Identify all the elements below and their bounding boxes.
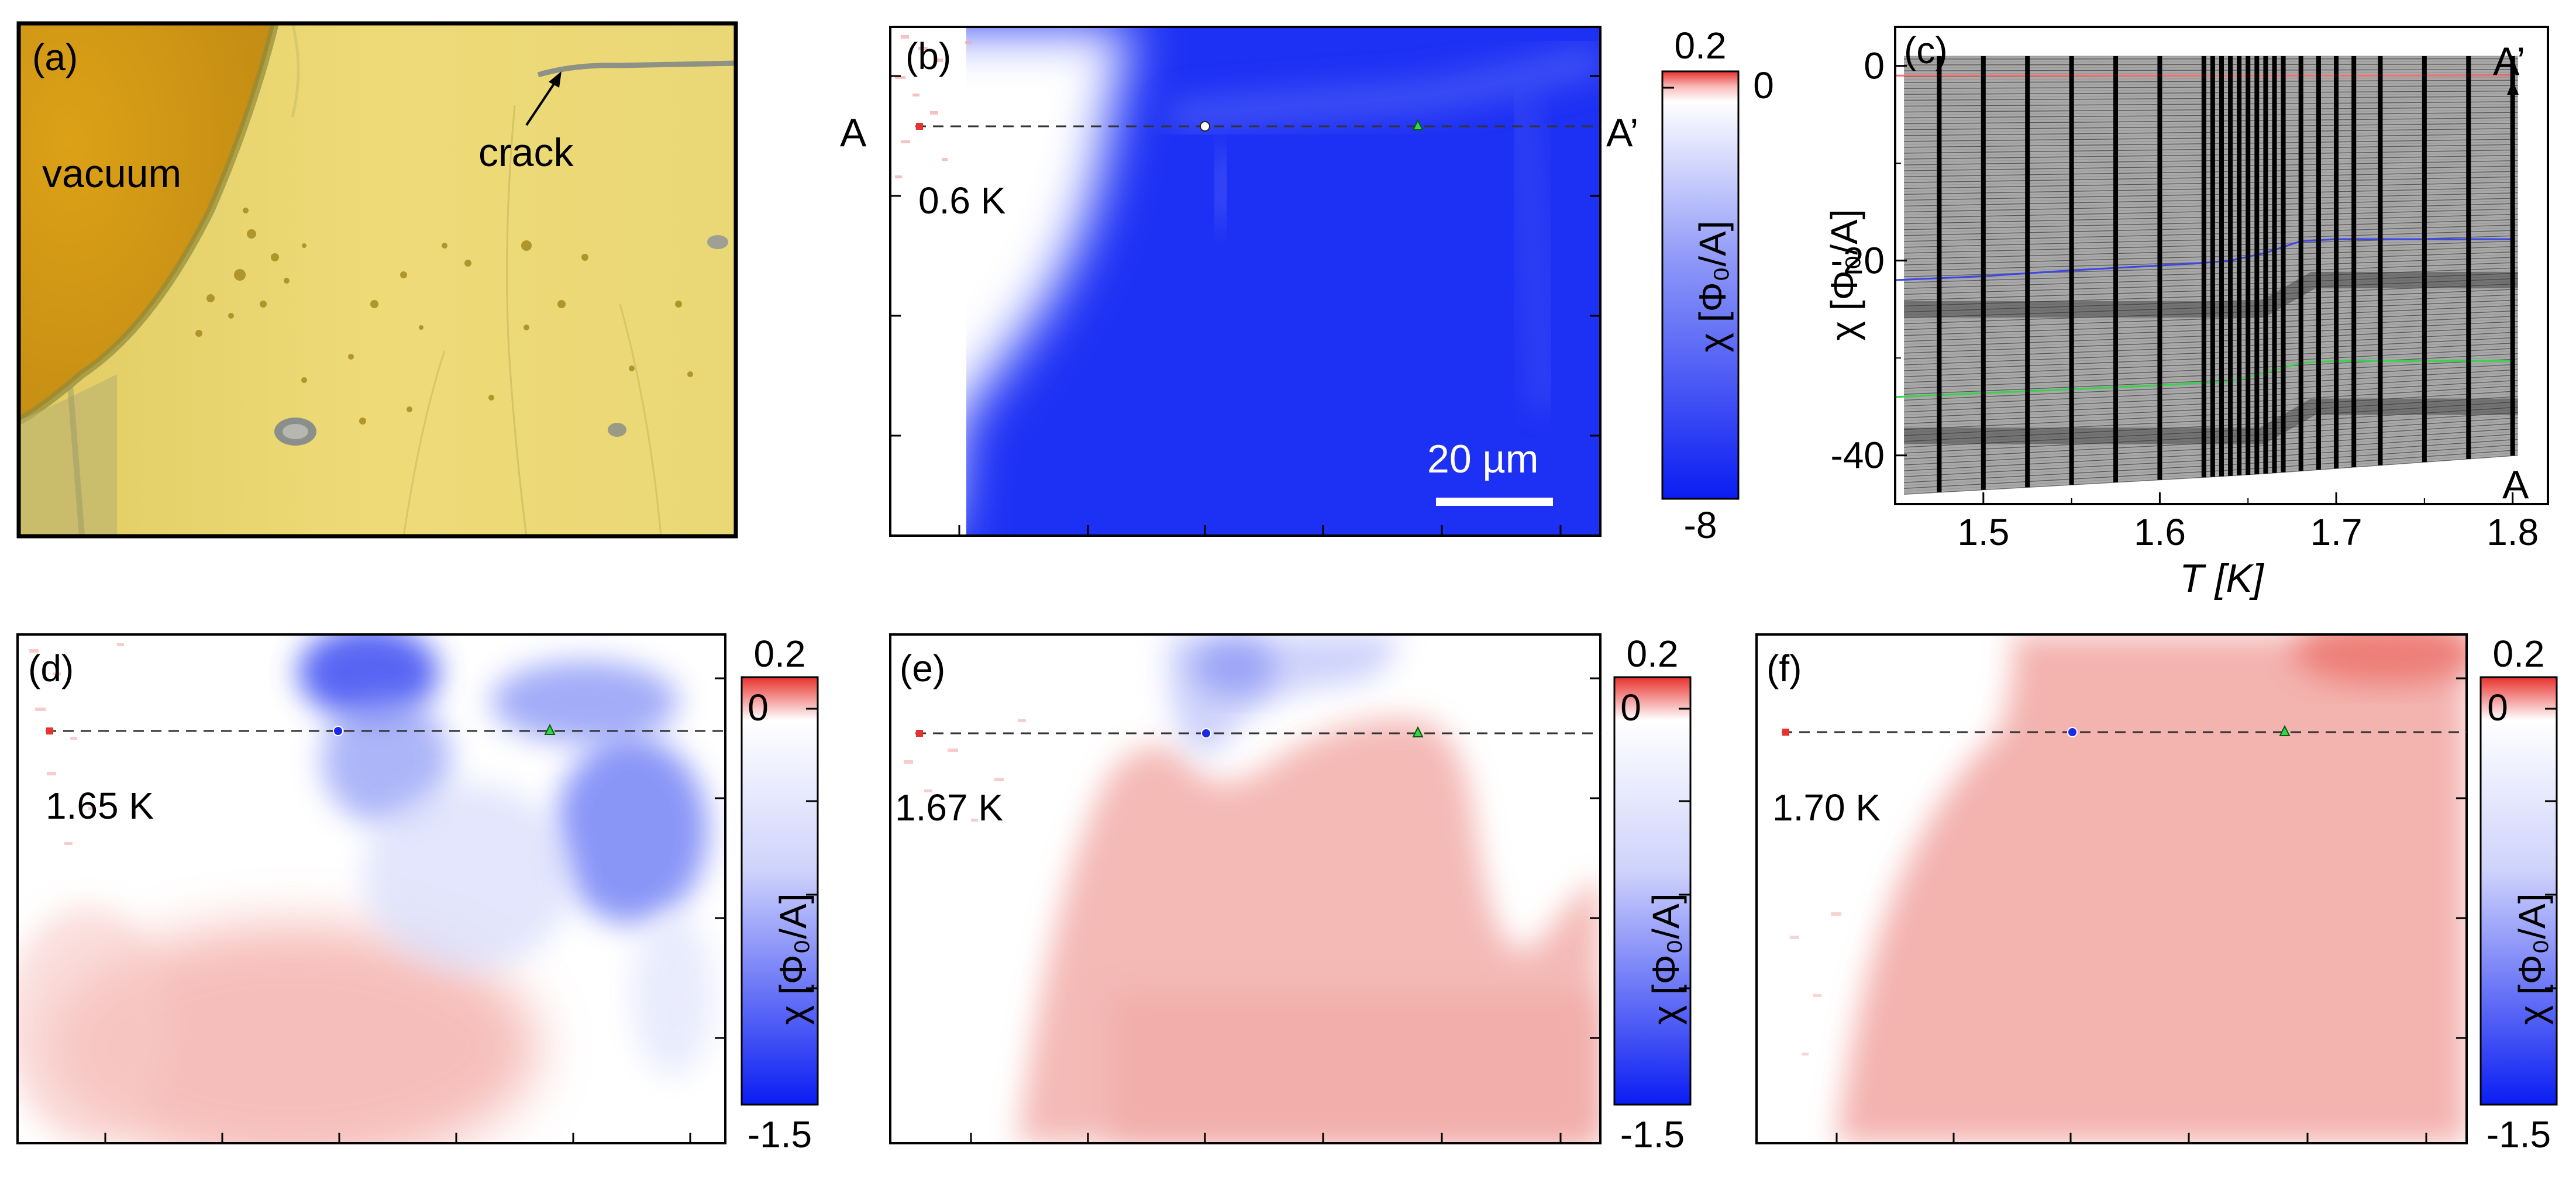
x-tick-label: 1.6 (2134, 511, 2186, 553)
panel-b-temperature: 0.6 K (918, 180, 1005, 222)
y-tick-label: 0 (1864, 45, 1885, 87)
panel-e-label: (e) (900, 647, 945, 689)
marker-A-prime-top: A’ (2493, 39, 2525, 84)
panel-a-label: (a) (32, 36, 78, 78)
crack-arrow (525, 78, 558, 126)
colorbar-e-zero: 0 (1620, 687, 1641, 729)
colorbar-f (2479, 676, 2558, 1106)
colorbar-d-label: χ [Φ₀/A] (772, 893, 814, 1025)
colorbar-b-zero: 0 (1753, 64, 1774, 106)
panel-c-frame (1894, 26, 2549, 505)
colorbar-b (1661, 70, 1740, 500)
x-tick-label: 1.5 (1957, 511, 2009, 553)
colorbar-e (1613, 676, 1692, 1106)
colorbar-f-label: χ [Φ₀/A] (2511, 893, 2553, 1025)
colorbar-f-min: -1.5 (2487, 1113, 2551, 1155)
panel-c-label: (c) (1904, 29, 1948, 71)
panel-a: (a) vacuum crack (16, 21, 738, 539)
colorbar-b-label: χ [Φ₀/A] (1692, 220, 1734, 352)
colorbar-f-zero: 0 (2487, 687, 2508, 729)
marker-green-triangle (1412, 119, 1424, 130)
marker-A-left: A (840, 111, 867, 155)
marker-A-prime-right: A’ (1606, 111, 1638, 155)
colorbar-b-max: 0.2 (1675, 25, 1727, 67)
panel-e-frame (889, 633, 1602, 1144)
panel-d-frame (16, 633, 726, 1144)
panel-b-label: (b) (905, 35, 951, 77)
panel-e: (e) 1.67 K 0.2 0 -1.5 χ [Φ₀/A] (889, 633, 1692, 1155)
y-tick-label: -40 (1831, 434, 1885, 477)
x-tick-label: 1.8 (2487, 511, 2539, 553)
map-d-negative-region (298, 634, 439, 719)
panel-d: (d) 1.65 K 0.2 0 -1.5 χ [Φ₀/A] (16, 633, 819, 1155)
panel-a-frame (16, 21, 738, 539)
panel-b-frame (889, 26, 1602, 537)
colorbar-e-label: χ [Φ₀/A] (1645, 893, 1687, 1025)
crack-line (537, 60, 736, 78)
x-tick-label: 1.7 (2310, 511, 2363, 553)
map-d-positive-region (47, 924, 538, 1143)
panel-b: (b) 0.6 K A A’ 20 µm 0.2 0 -8 χ [Φ₀/A] (840, 25, 1774, 546)
colorbar-f-max: 0.2 (2493, 633, 2545, 675)
trace-line (1904, 455, 2518, 495)
scale-bar (1436, 498, 1553, 506)
chart-c-plot (1895, 56, 2518, 495)
colorbar-d (741, 676, 819, 1106)
vacuum-label: vacuum (42, 151, 181, 196)
panel-d-label: (d) (28, 647, 74, 689)
marker-A-bottom: A (2502, 463, 2529, 507)
panel-f-label: (f) (1766, 647, 1802, 689)
marker-red (916, 123, 923, 130)
panel-d-temperature: 1.65 K (46, 785, 154, 827)
marker-white-circle (1200, 121, 1210, 132)
chart-c-ylabel: χ [Φ₀/A] (1823, 209, 1865, 340)
colorbar-d-zero: 0 (748, 687, 769, 729)
debris-particles (195, 208, 693, 425)
y-tick-label: -20 (1831, 240, 1885, 282)
colorbar-e-min: -1.5 (1620, 1113, 1685, 1155)
chart-c-xlabel: T [K] (2179, 556, 2265, 601)
colorbar-b-min: -8 (1684, 504, 1717, 546)
panel-f: (f) 1.70 K 0.2 0 -1.5 χ [Φ₀/A] (1755, 633, 2558, 1155)
map-f-positive-region (1837, 634, 2467, 1143)
chart-c-axes: 1.5 1.6 1.7 1.8 0 -20 -40 (1831, 45, 2539, 553)
panel-f-temperature: 1.70 K (1772, 787, 1881, 829)
panel-f-frame (1755, 633, 2468, 1144)
panel-c: 1.5 1.6 1.7 1.8 0 -20 -40 (c) A’ A T [K] χ [Φ₀… (1823, 26, 2549, 601)
colorbar-d-max: 0.2 (754, 633, 806, 675)
vacuum-region (19, 23, 275, 421)
colorbar-d-min: -1.5 (748, 1113, 812, 1155)
scale-bar-label: 20 µm (1427, 437, 1538, 481)
crack-label: crack (478, 130, 574, 175)
colorbar-e-max: 0.2 (1627, 633, 1679, 675)
panel-e-temperature: 1.67 K (895, 787, 1003, 829)
